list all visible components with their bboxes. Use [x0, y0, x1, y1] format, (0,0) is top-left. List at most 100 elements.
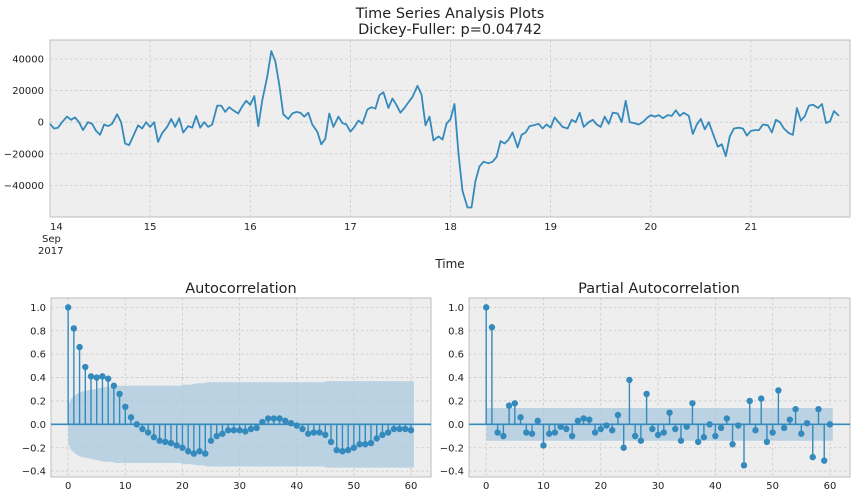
ts-y-tick-label: 20000: [12, 86, 44, 97]
acf-x-tick-label: 40: [290, 481, 303, 492]
acf-x-tick-label: 10: [119, 481, 132, 492]
acf-stem-marker: [196, 448, 203, 455]
time-series-panel: Time Series Analysis Plots Dickey-Fuller…: [4, 6, 851, 271]
pacf-stem-marker: [763, 438, 771, 446]
pacf-stem-marker: [815, 405, 822, 413]
acf-stem-marker: [350, 444, 358, 451]
pacf-stem-marker: [740, 462, 748, 469]
time-series-plot-area: [49, 39, 851, 218]
ts-x-sub-label: 2017: [38, 246, 63, 257]
ts-x-sub-label: Sep: [42, 234, 61, 245]
pacf-stem-marker: [717, 424, 725, 432]
acf-stem-marker: [110, 382, 118, 389]
acf-stem-marker: [344, 446, 352, 454]
pacf-stem-marker: [752, 427, 759, 434]
acf-stem-marker: [230, 427, 238, 434]
pacf-stem-marker: [660, 429, 667, 436]
acf-x-tick-label: 20: [176, 481, 189, 492]
ts-x-tick-label: 16: [244, 222, 257, 233]
acf-stem-marker: [242, 428, 249, 435]
ts-x-tick-label: 15: [144, 222, 157, 233]
pacf-stem-marker: [821, 457, 828, 464]
pacf-y-tick-label: −0.4: [440, 467, 464, 478]
acf-stem-marker: [270, 415, 278, 422]
acf-x-tick-label: 0: [65, 481, 71, 492]
acf-x-tick-label: 30: [233, 481, 246, 492]
pacf-stem-marker: [637, 437, 645, 444]
pacf-stem-marker: [551, 429, 559, 436]
pacf-stem-marker: [826, 421, 834, 428]
time-series-line-layer: [49, 50, 840, 209]
acf-stem-marker: [339, 448, 346, 455]
acf-stem-marker: [202, 450, 209, 457]
pacf-stem-marker: [540, 442, 547, 449]
acf-stem-marker: [122, 403, 129, 411]
acf-stem-marker: [253, 424, 260, 432]
pacf-stem-marker: [534, 417, 541, 425]
acf-stem-marker: [396, 425, 403, 433]
figure-subtitle: Dickey-Fuller: p=0.04742: [358, 22, 542, 38]
acf-stem-marker: [104, 375, 112, 382]
acf-stem-marker: [310, 429, 318, 436]
ts-x-tick-label: 14: [50, 222, 63, 233]
pacf-stem-marker: [482, 304, 490, 311]
pacf-stem-marker: [683, 423, 690, 430]
pacf-stem-marker: [729, 441, 736, 448]
acf-y-tick-label: 0.8: [30, 326, 46, 337]
pacf-x-tick-label: 20: [594, 481, 607, 492]
acf-stem-marker: [133, 421, 140, 428]
acf-y-tick-label: −0.2: [22, 443, 46, 454]
acf-stem-marker: [76, 343, 83, 351]
pacf-stem-marker: [580, 415, 587, 422]
acf-stem-marker: [327, 438, 335, 446]
pacf-y-tick-label: 0.4: [448, 373, 464, 384]
pacf-stem-marker: [546, 430, 553, 437]
pacf-y-tick-label: −0.2: [440, 443, 464, 454]
acf-stem-marker: [70, 325, 78, 332]
pacf-stem-marker: [523, 429, 530, 436]
pacf-stem-marker: [500, 432, 507, 440]
pacf-stem-marker: [557, 423, 564, 430]
acf-stem-marker: [402, 425, 409, 433]
acf-stem-marker: [87, 373, 95, 380]
pacf-stem-marker: [700, 434, 708, 441]
pacf-stem-marker: [488, 324, 496, 331]
pacf-stem-marker: [649, 425, 656, 433]
pacf-stem-marker: [769, 429, 776, 436]
pacf-stem-marker: [677, 437, 685, 444]
pacf-stems-layer: [469, 304, 850, 469]
acf-y-tick-label: 1.0: [30, 303, 46, 314]
acf-stem-marker: [362, 441, 369, 448]
pacf-stem-marker: [780, 424, 788, 432]
acf-stem-marker: [333, 446, 340, 454]
acf-stem-marker: [93, 374, 100, 381]
ts-x-tick-label: 21: [745, 222, 758, 233]
pacf-y-tick-label: 0.0: [448, 420, 464, 431]
pacf-x-tick-label: 60: [824, 481, 837, 492]
pacf-stem-marker: [620, 444, 627, 451]
acf-axes: 1.0 0.8 0.6 0.4 0.2 0.0 −0.2 −0.4 0 10 20 30 40 50 60: [22, 303, 418, 492]
acf-y-tick-label: 0.2: [30, 396, 46, 407]
ts-y-tick-label: −20000: [4, 149, 44, 160]
pacf-stem-marker: [591, 429, 599, 436]
ts-y-tick-label: 40000: [12, 54, 44, 65]
ts-x-tick-label: 19: [544, 222, 557, 233]
figure-title: Time Series Analysis Plots: [355, 6, 545, 22]
ts-y-tick-label: −40000: [4, 181, 44, 192]
time-series-x-axis-label: Time: [434, 257, 464, 271]
pacf-stem-marker: [798, 430, 805, 437]
pacf-stem-marker: [723, 415, 731, 422]
pacf-stem-marker: [706, 421, 713, 428]
pacf-stem-marker: [689, 400, 696, 407]
acf-stems-layer: [51, 304, 431, 457]
pacf-panel: Partial Autocorrelation 1.0 0.8 0.6 0.4 0.2 0…: [440, 281, 851, 492]
acf-stem-marker: [373, 435, 380, 442]
pacf-x-tick-label: 40: [709, 481, 722, 492]
pacf-y-tick-label: 1.0: [448, 303, 464, 314]
pacf-x-tick-label: 10: [537, 481, 550, 492]
ts-y-tick-label: 0: [38, 118, 44, 129]
acf-title: Autocorrelation: [185, 281, 296, 297]
pacf-stem-marker: [803, 419, 811, 427]
